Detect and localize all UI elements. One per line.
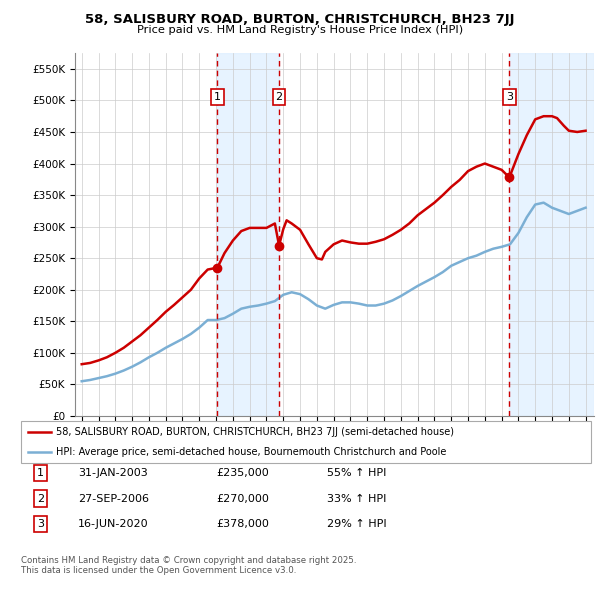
Text: 3: 3: [37, 519, 44, 529]
Text: 1: 1: [214, 92, 221, 102]
Text: 31-JAN-2003: 31-JAN-2003: [78, 468, 148, 478]
Text: Contains HM Land Registry data © Crown copyright and database right 2025.: Contains HM Land Registry data © Crown c…: [21, 556, 356, 565]
Text: 2: 2: [275, 92, 283, 102]
Bar: [509, 53, 594, 416]
Text: 27-SEP-2006: 27-SEP-2006: [78, 494, 149, 503]
Text: 33% ↑ HPI: 33% ↑ HPI: [327, 494, 386, 503]
Text: £270,000: £270,000: [216, 494, 269, 503]
Text: £378,000: £378,000: [216, 519, 269, 529]
Text: 16-JUN-2020: 16-JUN-2020: [78, 519, 149, 529]
Text: HPI: Average price, semi-detached house, Bournemouth Christchurch and Poole: HPI: Average price, semi-detached house,…: [56, 447, 446, 457]
Text: 2: 2: [37, 494, 44, 503]
Text: 58, SALISBURY ROAD, BURTON, CHRISTCHURCH, BH23 7JJ (semi-detached house): 58, SALISBURY ROAD, BURTON, CHRISTCHURCH…: [56, 427, 454, 437]
Text: 58, SALISBURY ROAD, BURTON, CHRISTCHURCH, BH23 7JJ: 58, SALISBURY ROAD, BURTON, CHRISTCHURCH…: [85, 13, 515, 26]
Text: 1: 1: [37, 468, 44, 478]
Text: 3: 3: [506, 92, 513, 102]
Text: This data is licensed under the Open Government Licence v3.0.: This data is licensed under the Open Gov…: [21, 566, 296, 575]
Text: £235,000: £235,000: [216, 468, 269, 478]
Bar: [217, 53, 279, 416]
Text: 55% ↑ HPI: 55% ↑ HPI: [327, 468, 386, 478]
Text: 29% ↑ HPI: 29% ↑ HPI: [327, 519, 386, 529]
Text: Price paid vs. HM Land Registry's House Price Index (HPI): Price paid vs. HM Land Registry's House …: [137, 25, 463, 35]
